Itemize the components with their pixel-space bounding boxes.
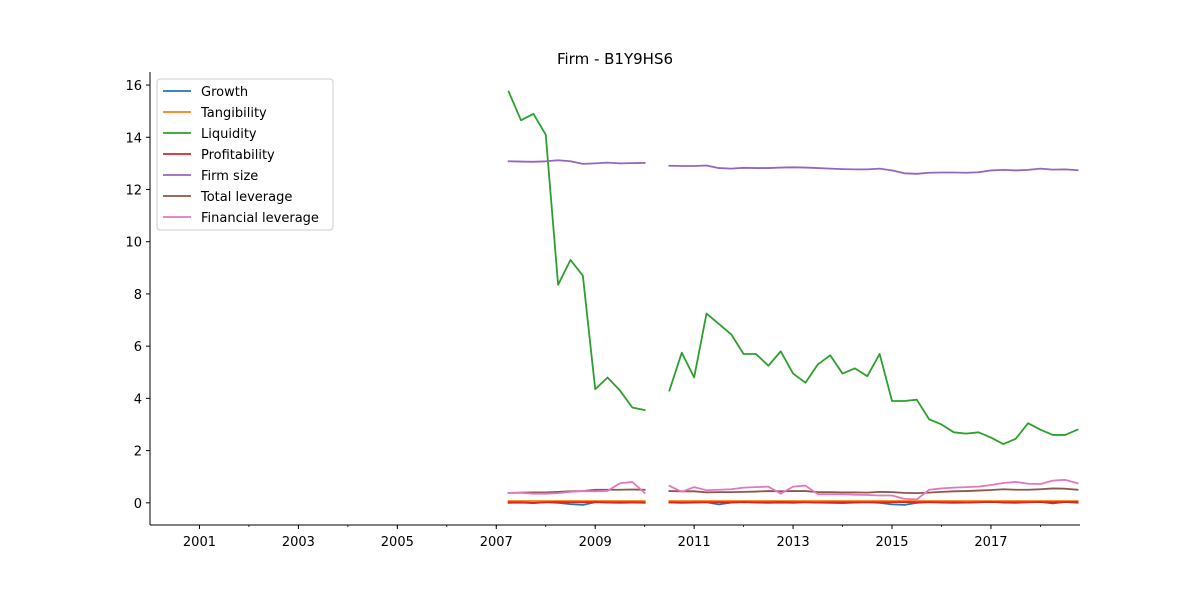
x-tick-label: 2005 xyxy=(381,535,414,550)
series-line xyxy=(668,501,1079,504)
series-firm-size xyxy=(507,159,1079,175)
x-tick-label: 2017 xyxy=(974,535,1007,550)
legend-label: Firm size xyxy=(201,169,258,184)
series-line xyxy=(668,487,1079,495)
y-tick-label: 8 xyxy=(134,288,142,303)
series-line xyxy=(507,481,646,495)
x-tick-label: 2015 xyxy=(875,535,908,550)
y-tick-label: 10 xyxy=(125,236,142,251)
y-tick-label: 0 xyxy=(134,497,142,512)
series-profitability xyxy=(507,501,1079,504)
legend-label: Financial leverage xyxy=(201,211,319,226)
x-tick-label: 2007 xyxy=(480,535,513,550)
series-liquidity xyxy=(507,90,1079,445)
x-tick-label: 2013 xyxy=(777,535,810,550)
legend-label: Profitability xyxy=(201,148,275,163)
series-financial-leverage xyxy=(507,478,1079,501)
x-tick-label: 2001 xyxy=(183,535,216,550)
y-tick-label: 12 xyxy=(125,183,142,198)
chart-title: Firm - B1Y9HS6 xyxy=(557,50,673,68)
y-tick-label: 14 xyxy=(125,131,142,146)
x-tick-label: 2003 xyxy=(282,535,315,550)
x-tick-label: 2011 xyxy=(678,535,711,550)
legend-box xyxy=(156,78,334,231)
series-line xyxy=(668,164,1079,175)
ticks-layer: 0 2 4 6 8 10 12 14 16 2001 2003 2005 2007 2009 2011 201… xyxy=(125,79,1041,550)
x-tick-label: 2009 xyxy=(579,535,612,550)
series-line xyxy=(507,501,646,504)
legend-label: Growth xyxy=(201,85,248,100)
legend: Growth Tangibility Liquidity Profitability F… xyxy=(156,78,334,231)
y-tick-label: 6 xyxy=(134,340,142,355)
legend-items: Growth Tangibility Liquidity Profitability F… xyxy=(163,85,319,226)
y-tick-label: 16 xyxy=(125,79,142,94)
axes-layer xyxy=(149,72,1080,526)
legend-label: Liquidity xyxy=(201,127,257,142)
y-tick-label: 4 xyxy=(134,392,142,407)
series-line xyxy=(668,478,1079,501)
series-layer xyxy=(507,90,1079,506)
legend-label: Total leverage xyxy=(200,190,292,205)
series-line xyxy=(507,90,646,412)
y-tick-label: 2 xyxy=(134,445,142,460)
series-line xyxy=(668,312,1079,445)
legend-label: Tangibility xyxy=(200,106,267,121)
series-line xyxy=(507,159,646,165)
